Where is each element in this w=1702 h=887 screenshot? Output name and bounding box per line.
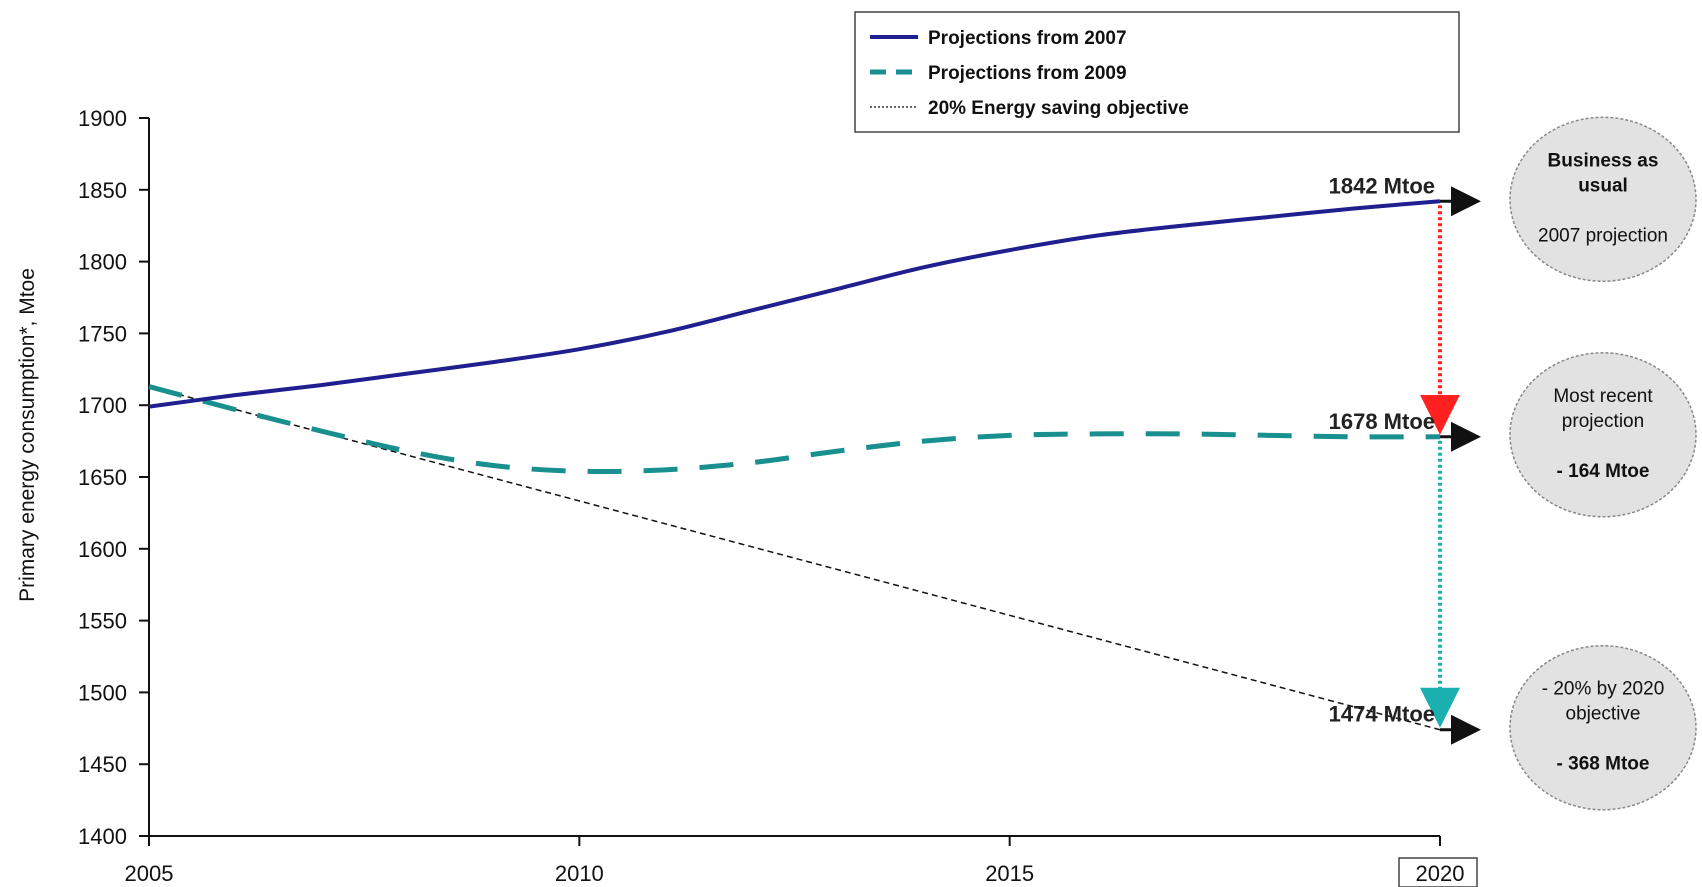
y-tick-label: 1550 bbox=[78, 609, 127, 634]
x-tick-label: 2020 bbox=[1416, 861, 1465, 886]
x-tick-label: 2015 bbox=[985, 861, 1034, 886]
callout-bubble bbox=[1509, 352, 1697, 518]
x-tick-label: 2010 bbox=[555, 861, 604, 886]
legend-label-2009: Projections from 2009 bbox=[928, 63, 1127, 84]
y-tick-label: 1900 bbox=[78, 106, 127, 131]
series-layer bbox=[148, 199, 1441, 731]
bubble-line-3: - 164 Mtoe bbox=[1557, 461, 1650, 482]
value-callout: 1678 Mtoe bbox=[1329, 409, 1435, 434]
callout-bubble bbox=[1509, 116, 1697, 283]
y-tick-label: 1850 bbox=[78, 178, 127, 203]
legend: Projections from 2007 Projections from 2… bbox=[854, 11, 1460, 133]
legend-box bbox=[854, 11, 1460, 133]
bubble-line-3: - 368 Mtoe bbox=[1557, 754, 1650, 775]
legend-label-2007: Projections from 2007 bbox=[928, 28, 1127, 49]
series-line-2009 bbox=[148, 384, 1441, 475]
y-tick-label: 1700 bbox=[78, 393, 127, 418]
bubble-line-1: Most recent bbox=[1553, 386, 1653, 407]
y-tick-label: 1750 bbox=[78, 321, 127, 346]
y-tick-label: 1600 bbox=[78, 537, 127, 562]
series-line-objective bbox=[148, 385, 1441, 731]
x-tick-highlight-box bbox=[1398, 857, 1478, 887]
y-tick-label: 1450 bbox=[78, 752, 127, 777]
bubble-line-1: Business as bbox=[1548, 150, 1659, 171]
bubble-layer: Business as usual 2007 projection Most rece… bbox=[1509, 116, 1697, 811]
x-tick-label: 2005 bbox=[125, 861, 174, 886]
y-ticks: 1900 1850 1800 1750 1700 1650 1600 1550 1500 1450… bbox=[78, 106, 149, 849]
legend-label-objective: 20% Energy saving objective bbox=[928, 98, 1189, 119]
series-line-2007 bbox=[148, 199, 1441, 409]
y-axis-title: Primary energy consumption*, Mtoe bbox=[16, 268, 39, 602]
bubble-line-1: - 20% by 2020 bbox=[1542, 679, 1665, 700]
x-ticks: 2005 2010 2015 2020 bbox=[125, 836, 1465, 886]
y-tick-label: 1500 bbox=[78, 680, 127, 705]
value-callout: 1474 Mtoe bbox=[1329, 702, 1435, 727]
y-tick-label: 1800 bbox=[78, 250, 127, 275]
y-tick-label: 1650 bbox=[78, 465, 127, 490]
bubble-line-2: usual bbox=[1578, 175, 1628, 196]
bubble-line-2: projection bbox=[1562, 411, 1644, 432]
bubble-line-2: objective bbox=[1566, 704, 1641, 725]
annotation-layer: 1842 Mtoe 1678 Mtoe 1474 Mtoe bbox=[1329, 173, 1481, 745]
bubble-line-3: 2007 projection bbox=[1538, 225, 1668, 246]
y-tick-label: 1400 bbox=[78, 824, 127, 849]
callout-bubble bbox=[1509, 644, 1697, 811]
value-callout: 1842 Mtoe bbox=[1329, 173, 1435, 198]
